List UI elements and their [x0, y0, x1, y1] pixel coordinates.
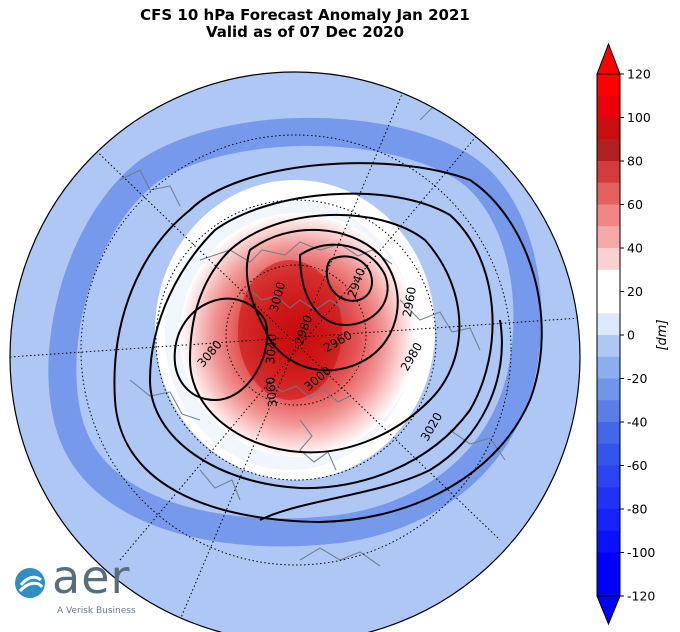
colorbar-segment [597, 139, 620, 162]
chart-title: CFS 10 hPa Forecast Anomaly Jan 2021 [140, 6, 470, 24]
colorbar-tick-label: 60 [627, 197, 643, 212]
colorbar-segment [597, 161, 620, 184]
contour-label: 3060 [263, 376, 280, 408]
colorbar-segment [597, 487, 620, 510]
colorbar-tick-label: 20 [627, 284, 643, 299]
colorbar-unit: [dm] [655, 319, 670, 350]
colorbar-tick-label: 80 [627, 154, 643, 169]
colorbar-segment [597, 552, 620, 575]
colorbar-tick-label: 120 [627, 67, 651, 82]
colorbar-segment [597, 356, 620, 379]
colorbar-segment [597, 530, 620, 553]
colorbar-segment [597, 117, 620, 140]
colorbar-segment [597, 313, 620, 336]
colorbar-max-arrow [596, 42, 621, 75]
colorbar-tick-label: 100 [627, 110, 651, 125]
contour-label: 2960 [400, 286, 419, 319]
coastlines [119, 89, 506, 567]
colorbar-segment [597, 291, 620, 314]
colorbar-min-arrow [596, 595, 621, 626]
colorbar-tick-label: 40 [627, 241, 643, 256]
colorbar-tick-label: -120 [627, 589, 655, 604]
colorbar-segment [597, 95, 620, 118]
height-contours [113, 162, 543, 524]
colorbar-tick-label: -80 [627, 502, 647, 517]
colorbar-segment [597, 204, 620, 227]
colorbar-segment [597, 378, 620, 401]
colorbar-segment [597, 74, 620, 97]
colorbar-segment [597, 226, 620, 249]
colorbar-segment [597, 509, 620, 532]
aer-logo-tagline: A Verisk Business [57, 606, 136, 616]
colorbar-segment [597, 400, 620, 423]
map-border [9, 71, 581, 632]
aer-logo-icon [15, 568, 45, 598]
colorbar-segment [597, 422, 620, 445]
aer-logo-wordmark: aer [52, 550, 131, 604]
colorbar-segment [597, 335, 620, 358]
colorbar-segment [597, 269, 620, 292]
colorbar-tick-label: -100 [627, 545, 655, 560]
colorbar-tick-label: -20 [627, 371, 647, 386]
graticule [10, 74, 580, 621]
colorbar-segment [597, 182, 620, 205]
colorbar-segment [597, 443, 620, 466]
colorbar-segment [597, 248, 620, 271]
colorbar-segment [597, 465, 620, 488]
colorbar-tick-label: 0 [627, 328, 635, 343]
colorbar-tick-label: -60 [627, 458, 647, 473]
colorbar-segment [597, 574, 620, 597]
colorbar-tick-label: -40 [627, 415, 647, 430]
contour-label: 3040 [263, 333, 280, 365]
chart-subtitle: Valid as of 07 Dec 2020 [205, 23, 405, 41]
